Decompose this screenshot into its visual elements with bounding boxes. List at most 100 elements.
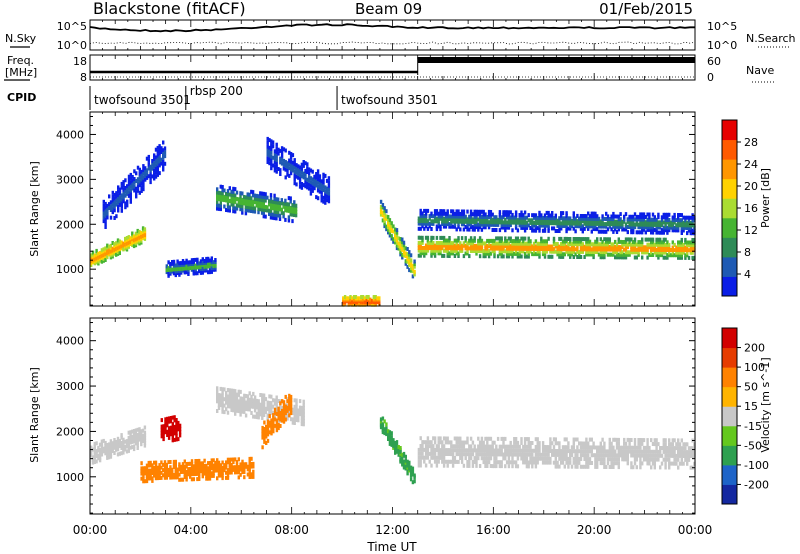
data-cell xyxy=(504,456,507,461)
data-cell xyxy=(668,225,671,230)
data-cell xyxy=(178,433,182,438)
data-cell xyxy=(540,244,543,249)
data-cell xyxy=(668,461,671,466)
data-cell xyxy=(419,253,422,258)
data-cell xyxy=(466,436,469,441)
data-cell xyxy=(235,206,239,211)
data-cell xyxy=(293,165,296,170)
data-cell xyxy=(265,441,268,445)
data-cell xyxy=(279,424,282,428)
data-cell xyxy=(437,251,440,256)
data-cell xyxy=(579,224,583,229)
data-cell xyxy=(102,215,105,220)
data-cell xyxy=(673,228,676,233)
data-cell xyxy=(257,415,260,420)
data-cell xyxy=(286,403,289,408)
data-cell xyxy=(116,439,120,444)
data-cell xyxy=(432,241,435,245)
data-cell xyxy=(298,184,302,189)
data-cell xyxy=(561,244,565,249)
data-cell xyxy=(282,166,286,171)
data-cell xyxy=(639,441,642,446)
data-cell xyxy=(505,215,509,220)
data-cell xyxy=(428,440,431,445)
data-cell xyxy=(511,249,514,254)
data-cell xyxy=(659,237,662,242)
data-cell xyxy=(106,249,109,254)
data-cell xyxy=(387,230,390,235)
data-cell xyxy=(216,463,219,468)
data-cell xyxy=(623,217,626,222)
data-cell xyxy=(185,477,188,482)
data-cell xyxy=(390,223,393,228)
data-cell xyxy=(653,461,656,466)
data-cell xyxy=(109,441,113,446)
data-cell xyxy=(435,455,439,460)
data-cell xyxy=(660,453,664,458)
data-cell xyxy=(239,409,242,414)
data-cell xyxy=(641,222,644,227)
data-cell xyxy=(251,209,255,214)
data-cell xyxy=(482,251,485,256)
data-cell xyxy=(473,209,476,214)
data-cell xyxy=(486,238,489,243)
data-cell xyxy=(277,203,280,208)
data-cell xyxy=(624,227,628,232)
data-cell xyxy=(597,453,601,458)
data-cell xyxy=(668,449,671,454)
data-cell xyxy=(628,242,631,247)
data-cell xyxy=(538,448,541,453)
data-cell xyxy=(691,243,694,248)
data-cell xyxy=(248,456,251,461)
data-cell xyxy=(402,248,406,253)
data-cell xyxy=(281,399,284,404)
data-cell xyxy=(477,241,480,246)
data-cell xyxy=(460,236,464,241)
data-cell xyxy=(531,441,534,445)
data-cell xyxy=(660,446,664,450)
data-cell xyxy=(608,449,611,454)
data-cell xyxy=(219,386,222,391)
data-cell xyxy=(678,450,682,454)
data-cell xyxy=(493,238,496,243)
data-cell xyxy=(419,208,422,213)
data-cell xyxy=(579,449,583,454)
data-cell xyxy=(183,467,186,472)
data-cell xyxy=(275,210,278,214)
data-cell xyxy=(430,253,433,258)
data-cell xyxy=(284,208,287,213)
data-cell xyxy=(621,457,624,462)
data-cell xyxy=(518,244,521,249)
data-cell xyxy=(651,222,655,227)
data-cell xyxy=(439,211,442,216)
data-cell xyxy=(318,182,322,186)
data-cell xyxy=(118,438,121,443)
data-cell xyxy=(281,408,284,413)
data-cell xyxy=(93,452,96,457)
data-cell xyxy=(444,211,448,216)
data-cell xyxy=(95,454,98,459)
data-cell xyxy=(241,399,244,404)
data-cell xyxy=(448,246,451,251)
data-cell xyxy=(166,416,169,421)
data-cell xyxy=(365,295,368,299)
data-cell xyxy=(637,252,640,257)
data-cell xyxy=(419,444,422,448)
data-cell xyxy=(468,246,471,251)
date-label: 01/Feb/2015 xyxy=(599,0,693,18)
data-cell xyxy=(451,246,455,251)
data-cell xyxy=(275,146,278,151)
data-cell xyxy=(277,151,280,156)
data-cell xyxy=(502,246,505,251)
data-cell xyxy=(534,445,538,449)
data-cell xyxy=(691,238,694,242)
data-cell xyxy=(154,476,158,481)
data-cell xyxy=(671,446,674,451)
data-cell xyxy=(263,439,266,444)
data-cell xyxy=(144,471,147,476)
y-tick-label: 1000 xyxy=(56,471,84,484)
data-cell xyxy=(394,240,397,245)
data-cell xyxy=(603,224,606,229)
data-cell xyxy=(610,214,613,219)
data-cell xyxy=(248,391,251,396)
